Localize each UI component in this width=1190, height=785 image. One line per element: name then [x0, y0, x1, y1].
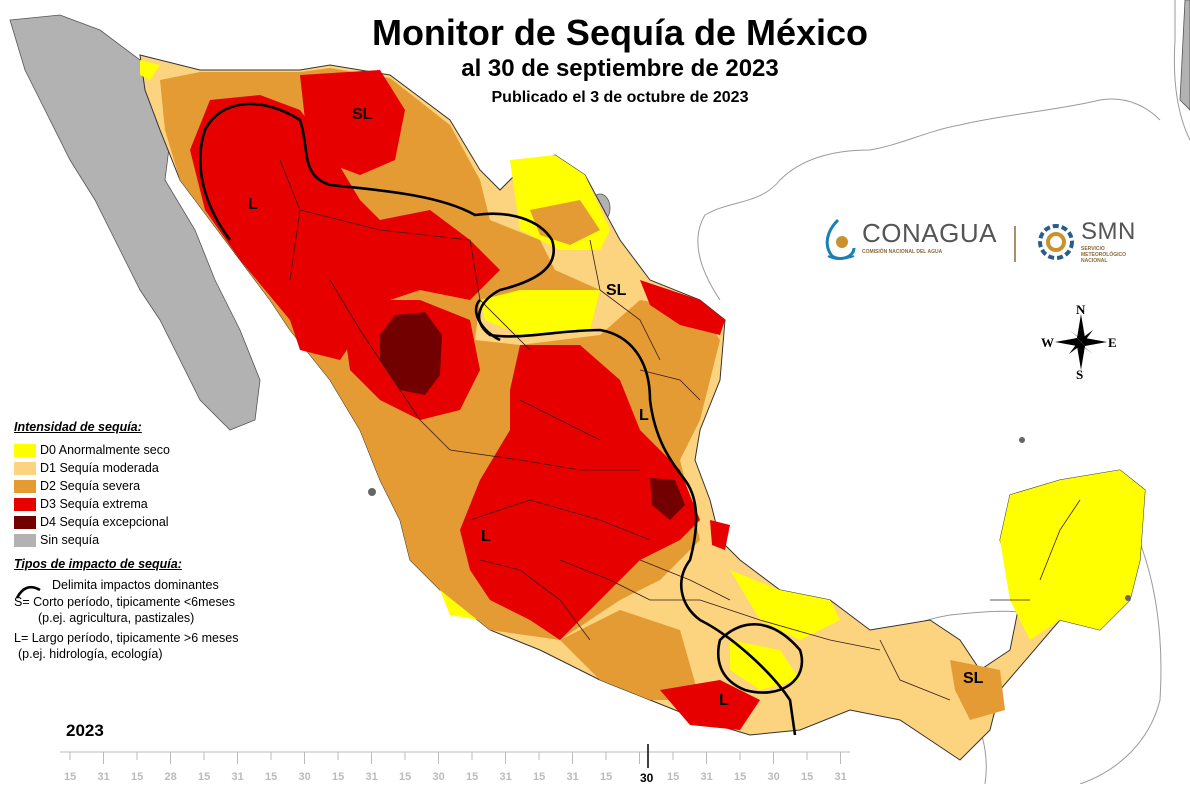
timeline-tick-label: 15	[533, 771, 546, 783]
swatch-d3	[14, 497, 36, 511]
legend-item-d1: D1 Sequía moderada	[14, 459, 238, 477]
legend-label-d3: D3 Sequía extrema	[40, 497, 148, 511]
legend-item-d0: D0 Anormalmente seco	[14, 441, 238, 459]
timeline-tick-label: 15	[801, 771, 814, 783]
timeline-current-date: 30	[640, 771, 654, 785]
legend-label-none: Sin sequía	[40, 533, 100, 547]
impact-line-sample	[15, 585, 41, 599]
legend-label-d2: D2 Sequía severa	[40, 479, 141, 493]
timeline-tick-label: 28	[164, 771, 177, 783]
timeline-tick-label: 15	[466, 771, 479, 783]
compass-rose	[1055, 314, 1107, 370]
compass-south: S	[1076, 367, 1084, 382]
conagua-logo-icon	[825, 218, 856, 260]
timeline-tick-label: 15	[734, 771, 747, 783]
timeline-tick-label: 15	[265, 771, 278, 783]
legend: Intensidad de sequía: D0 Anormalmente se…	[14, 420, 238, 662]
timeline-tick-label: 30	[298, 771, 311, 783]
legend-item-none: Sin sequía	[14, 531, 238, 549]
legend-item-d3: D3 Sequía extrema	[14, 495, 238, 513]
timeline-ticks	[69, 752, 841, 764]
intensity-legend-title: Intensidad de sequía:	[14, 420, 142, 434]
conagua-name: CONAGUA	[862, 218, 997, 248]
timeline-tick-label: 15	[399, 771, 412, 783]
swatch-d1	[14, 461, 36, 475]
swatch-d0	[14, 443, 36, 457]
timeline-tick-label: 15	[131, 771, 144, 783]
label-sl-southeast: SL	[963, 670, 984, 687]
label-l-northwest: L	[248, 196, 258, 213]
impact-line-label: Delimita impactos dominantes	[52, 578, 219, 592]
map-subtitle: al 30 de septiembre de 2023	[461, 55, 779, 82]
legend-item-d4: D4 Sequía excepcional	[14, 513, 238, 531]
label-sl-north: SL	[352, 106, 373, 123]
label-l-west: L	[481, 528, 491, 545]
label-sl-northeast: SL	[606, 282, 627, 299]
compass-north: N	[1076, 302, 1086, 317]
swatch-d2	[14, 479, 36, 493]
impact-lines	[199, 102, 804, 736]
short-term-note: S= Corto período, tipicamente <6meses	[14, 595, 235, 609]
timeline-tick-label: 15	[64, 771, 77, 783]
legend-label-d1: D1 Sequía moderada	[40, 461, 159, 475]
compass-west: W	[1041, 335, 1054, 350]
timeline-tick-label: 15	[600, 771, 613, 783]
timeline-tick-label: 31	[499, 771, 512, 783]
state-borders	[279, 159, 1081, 701]
timeline-tick-label: 31	[834, 771, 847, 783]
islands	[368, 437, 1131, 601]
legend-label-d4: D4 Sequía excepcional	[40, 515, 169, 529]
legend-label-d0: D0 Anormalmente seco	[40, 443, 170, 457]
timeline-tick-label: 15	[198, 771, 211, 783]
label-l-south: L	[719, 692, 729, 709]
compass-east: E	[1108, 335, 1117, 350]
timeline-tick-label: 30	[767, 771, 780, 783]
d4-areas	[380, 312, 685, 520]
timeline-tick-label: 15	[332, 771, 345, 783]
swatch-none	[14, 533, 36, 547]
long-term-note: L= Largo período, tipicamente >6 meses	[14, 631, 239, 645]
publication-date: Publicado el 3 de octubre de 2023	[491, 89, 749, 106]
impact-legend-title: Tipos de impacto de sequía:	[14, 557, 182, 571]
timeline-tick-label: 31	[365, 771, 378, 783]
timeline-tick-label: 15	[667, 771, 680, 783]
timeline-tick-label: 31	[231, 771, 244, 783]
timeline-tick-label: 31	[566, 771, 579, 783]
long-term-examples: (p.ej. hidrología, ecología)	[18, 647, 163, 661]
smn-name: SMN	[1081, 218, 1136, 245]
conagua-subtitle: COMISIÓN NACIONAL DEL AGUA	[862, 249, 943, 255]
smn-subtitle: SERVICIO METEOROLÓGICO NACIONAL	[1081, 246, 1126, 264]
legend-item-d2: D2 Sequía severa	[14, 477, 238, 495]
timeline-tick-label: 31	[97, 771, 110, 783]
timeline-year: 2023	[66, 721, 104, 740]
impact-line-item: Delimita impactos dominantes	[14, 578, 238, 592]
swatch-d4	[14, 515, 36, 529]
timeline-tick-label: 30	[432, 771, 445, 783]
map-title: Monitor de Sequía de México	[371, 12, 869, 53]
label-l-east: L	[639, 407, 649, 424]
conagua-logo: CONAGUA COMISIÓN NACIONAL DEL AGUA	[862, 218, 997, 255]
short-term-examples: (p.ej. agricultura, pastizales)	[38, 611, 195, 625]
smn-logo: SMN SERVICIO METEOROLÓGICO NACIONAL	[1081, 218, 1136, 264]
timeline-tick-label: 31	[700, 771, 713, 783]
smn-logo-icon	[1038, 224, 1074, 260]
